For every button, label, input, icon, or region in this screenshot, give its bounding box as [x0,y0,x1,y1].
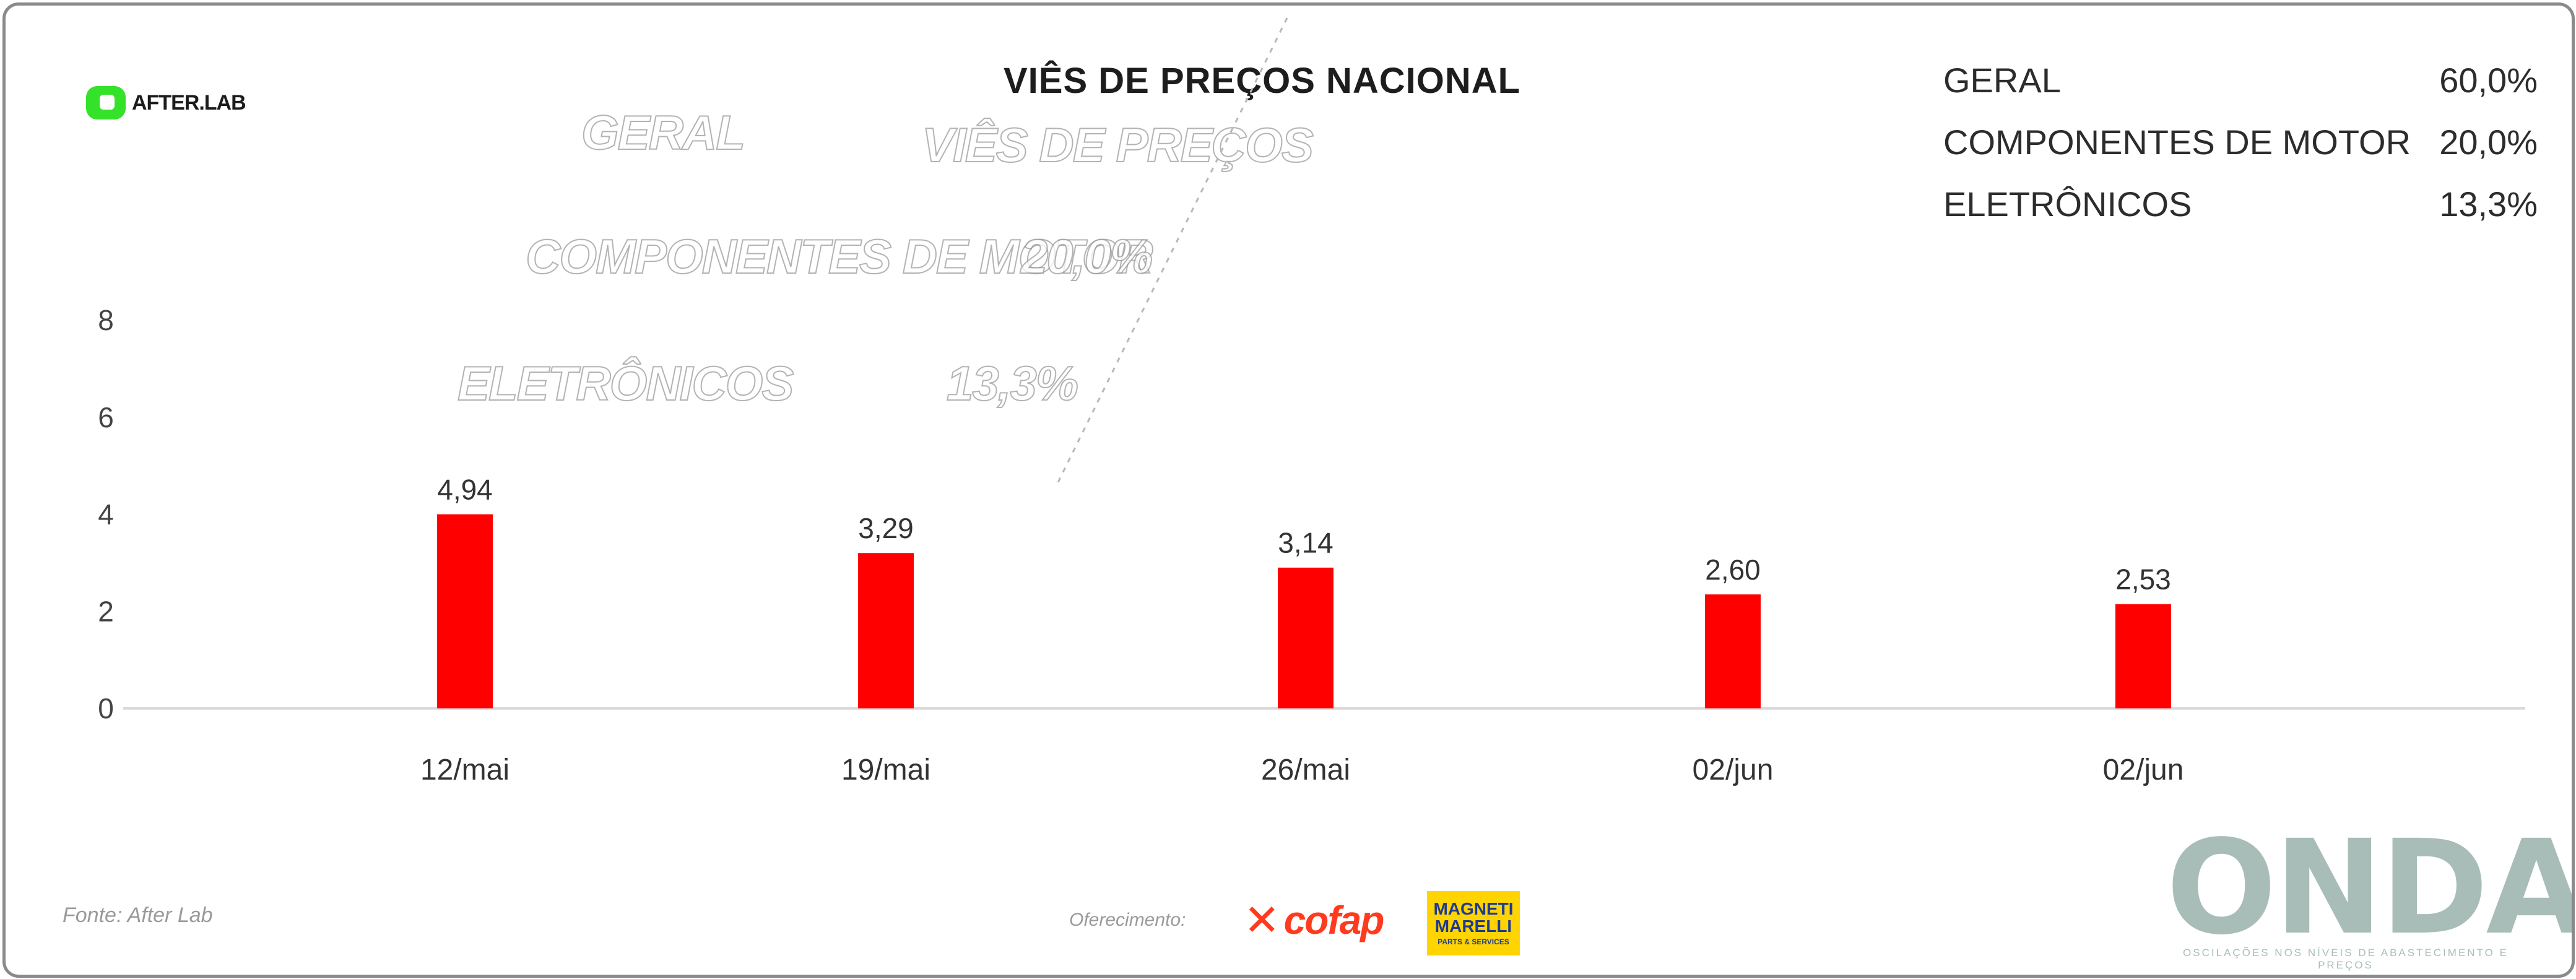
stat-row-eletronicos: ELETRÔNICOS 13,3% [1943,173,2538,235]
x-tick-label: 02/jun [1693,754,1774,786]
stat-label: GERAL [1943,60,2061,100]
bar [2115,604,2171,708]
chart-title: VIÊS DE PREÇOS NACIONAL [1004,61,1521,101]
ghost-geral: GERAL [581,105,746,160]
stat-row-geral: GERAL 60,0% [1943,49,2538,111]
y-tick-label: 8 [98,304,114,336]
bar [858,553,914,708]
bar-data-label: 2,53 [2115,563,2171,595]
x-tick-label: 26/mai [1261,754,1350,786]
onda-wordmark: ONDA [2166,812,2575,964]
source-note: Fonte: After Lab [63,903,213,927]
bar-data-label: 4,94 [437,474,493,506]
magneti-marelli-logo: MAGNETI MARELLI PARTS & SERVICES [1427,891,1520,955]
magneti-text-2: MARELLI [1434,916,1512,936]
bar-data-label: 3,14 [1278,527,1334,559]
cofap-wordmark: cofap [1283,898,1385,942]
stat-label: ELETRÔNICOS [1943,184,2192,224]
ghost-eletronicos-value: 13,3% [946,355,1079,411]
bar [437,514,493,708]
bar [1278,567,1334,708]
afterlab-logo-text: AFTER.LAB [132,90,246,115]
y-tick-label: 6 [98,401,114,433]
bar-data-label: 2,60 [1705,554,1761,586]
stat-value: 60,0% [2439,60,2538,100]
stat-value: 13,3% [2439,184,2538,224]
ghost-componentes: COMPONENTES DE MOTOR [525,228,1154,284]
onda-logo: ONDA OSCILAÇÕES NOS NÍVEIS DE ABASTECIME… [2166,812,2575,972]
decorative-diagonal-line [1057,17,1288,483]
onda-tagline: OSCILAÇÕES NOS NÍVEIS DE ABASTECIMENTO E… [2183,947,2509,971]
cofap-mark-icon: ✕ [1244,896,1280,944]
bar [1705,594,1761,708]
bar-data-label: 3,29 [858,512,914,544]
stat-label: COMPONENTES DE MOTOR [1943,122,2411,162]
bar-chart: 0 2 4 6 8 4,94 12/mai 3,29 19/mai 3,14 26/mai 2,60 0… [98,17,2525,786]
magneti-text-1: MAGNETI [1433,899,1514,918]
cofap-logo: ✕ cofap [1244,896,1385,944]
afterlab-logo: AFTER.LAB [86,86,246,120]
ghost-eletronicos: ELETRÔNICOS [457,355,794,411]
afterlab-logo-icon [86,86,126,120]
y-tick-label: 4 [98,498,114,531]
sponsor-label: Oferecimento: [1069,910,1186,930]
x-tick-label: 19/mai [841,754,930,786]
stat-value: 20,0% [2439,122,2538,162]
ghost-componentes-value: 20,0% [1020,228,1153,284]
x-tick-label: 12/mai [420,754,510,786]
y-tick-label: 0 [98,692,114,724]
x-tick-label: 02/jun [2103,754,2184,786]
ghost-title: VIÊS DE PREÇOS [921,117,1314,173]
stat-row-componentes: COMPONENTES DE MOTOR 20,0% [1943,111,2538,173]
y-tick-label: 2 [98,595,114,627]
stats-panel: GERAL 60,0% COMPONENTES DE MOTOR 20,0% E… [1943,49,2538,235]
magneti-text-3: PARTS & SERVICES [1438,938,1509,946]
